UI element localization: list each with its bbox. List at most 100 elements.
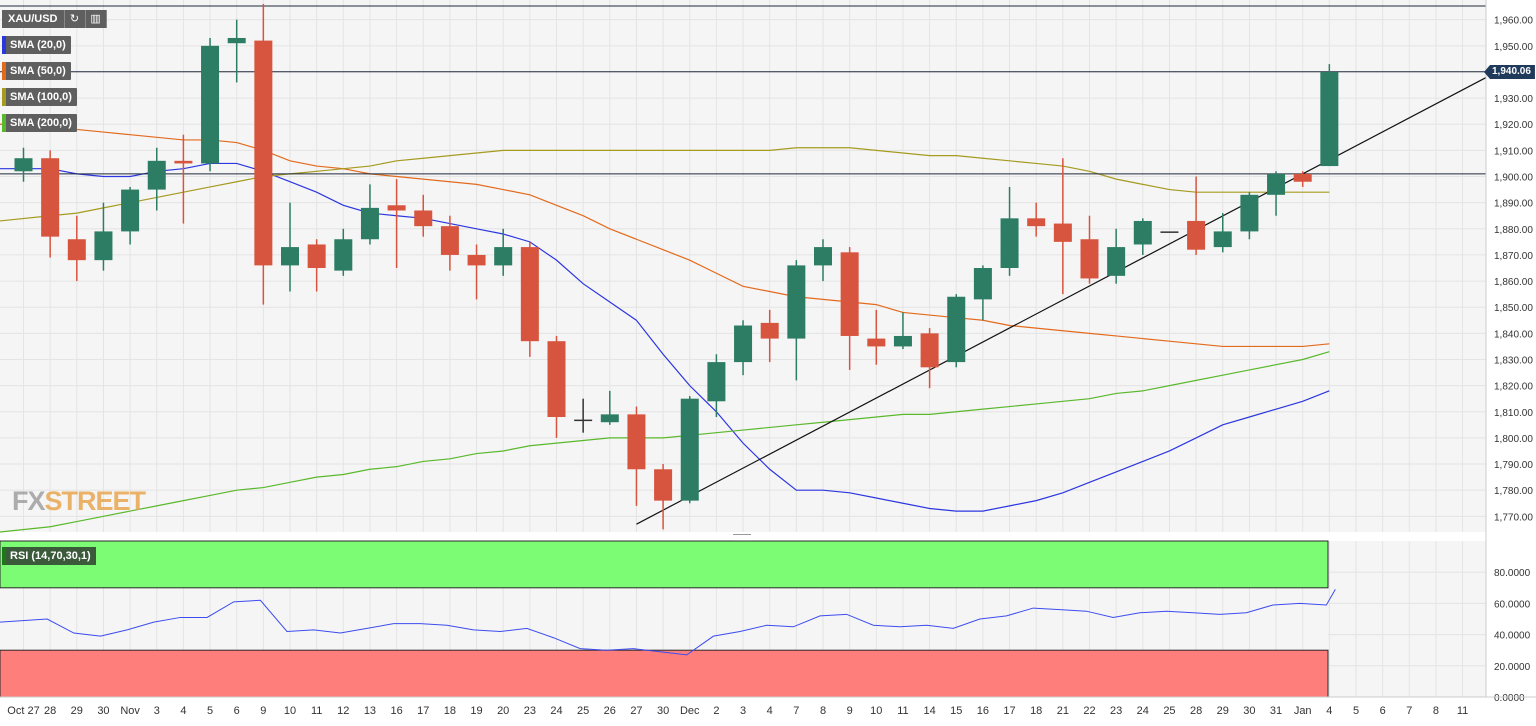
x-tick-label: 24	[550, 705, 562, 717]
legend-swatch	[2, 36, 6, 54]
legend-label: SMA (50,0)	[10, 65, 66, 77]
x-tick-label: 18	[1030, 705, 1042, 717]
logo-part-fx: FX	[12, 486, 46, 516]
candle-body	[1320, 71, 1339, 167]
x-tick-label: 10	[870, 705, 882, 717]
y-tick-label: 1,900.00	[1494, 173, 1533, 184]
x-tick-label: 17	[417, 705, 429, 717]
x-tick-label: 29	[71, 705, 83, 717]
y-tick-label: 1,840.00	[1494, 329, 1533, 340]
rsi-y-tick-label: 40.0000	[1494, 631, 1531, 642]
sma-line	[0, 351, 1330, 533]
x-tick-label: 10	[284, 705, 296, 717]
y-tick-label: 1,820.00	[1494, 382, 1533, 393]
rsi-overbought-band	[0, 540, 1329, 589]
candle-body	[174, 160, 193, 164]
y-tick-label: 1,890.00	[1494, 199, 1533, 210]
x-tick-label: 3	[154, 705, 160, 717]
y-tick-label: 1,910.00	[1494, 146, 1533, 157]
candle-body	[201, 45, 220, 164]
candle-body	[1267, 173, 1286, 195]
x-tick-label: 6	[234, 705, 240, 717]
rsi-oversold-band	[0, 649, 1329, 698]
x-tick-label: 8	[1433, 705, 1439, 717]
candle-body	[387, 205, 406, 211]
candle-body	[1293, 173, 1312, 182]
candle-body	[1080, 239, 1099, 279]
y-tick-label: 1,770.00	[1494, 512, 1533, 523]
pane-resize-handle[interactable]	[733, 534, 751, 541]
legend-label: SMA (20,0)	[10, 39, 66, 51]
x-tick-label: 2	[713, 705, 719, 717]
x-tick-label: 7	[793, 705, 799, 717]
y-tick-label: 1,870.00	[1494, 251, 1533, 262]
candle-body	[94, 231, 113, 261]
legend-label: SMA (100,0)	[10, 91, 72, 103]
candle-body	[947, 296, 966, 363]
sma-line	[0, 123, 1330, 348]
x-tick-label: 5	[1353, 705, 1359, 717]
x-tick-label: 8	[820, 705, 826, 717]
symbol-box: XAU/USD ↻ ▥	[2, 10, 107, 28]
x-tick-label: 25	[577, 705, 589, 717]
legend-swatch	[2, 62, 6, 80]
candle-body	[654, 469, 673, 501]
sma-line	[0, 147, 1330, 222]
x-tick-label: 9	[260, 705, 266, 717]
candle-body	[227, 37, 246, 44]
indicator-icon[interactable]: ▥	[86, 10, 107, 28]
y-tick-label: 1,920.00	[1494, 120, 1533, 131]
x-tick-label: 23	[524, 705, 536, 717]
candle-body	[1027, 218, 1046, 227]
candle-body	[14, 158, 33, 172]
x-tick-label: 23	[1110, 705, 1122, 717]
candle-body	[307, 244, 326, 268]
candle-body	[787, 265, 806, 339]
x-tick-label: 30	[97, 705, 109, 717]
legend-sma100[interactable]: SMA (100,0)	[2, 88, 77, 106]
y-tick-label: 1,780.00	[1494, 486, 1533, 497]
x-tick-label: 27	[630, 705, 642, 717]
legend-swatch	[2, 547, 6, 565]
x-tick-label: 15	[950, 705, 962, 717]
candle-body	[414, 210, 433, 227]
candle-body	[973, 268, 992, 300]
legend-swatch	[2, 88, 6, 106]
rsi-y-tick-label: 80.0000	[1494, 568, 1531, 579]
y-tick-label: 1,880.00	[1494, 225, 1533, 236]
refresh-icon[interactable]: ↻	[65, 10, 86, 28]
x-tick-label: 4	[1326, 705, 1332, 717]
trendline	[636, 77, 1487, 525]
y-tick-label: 1,790.00	[1494, 460, 1533, 471]
candle-body	[814, 247, 832, 266]
candle-body	[600, 414, 619, 423]
fxstreet-logo: FXSTREET	[12, 486, 146, 517]
candle-body	[627, 414, 646, 470]
candle-body	[1107, 247, 1126, 276]
candle-body	[334, 239, 353, 271]
y-tick-label: 1,960.00	[1494, 16, 1533, 27]
candle-body	[893, 335, 912, 347]
x-tick-label: Nov	[120, 705, 140, 717]
legend-sma20[interactable]: SMA (20,0)	[2, 36, 71, 54]
legend-sma50[interactable]: SMA (50,0)	[2, 62, 71, 80]
candle-body	[121, 189, 140, 232]
rsi-line	[0, 589, 1336, 656]
candle-body	[920, 333, 939, 368]
x-tick-label: 4	[180, 705, 186, 717]
x-tick-label: 19	[470, 705, 482, 717]
y-tick-label: 1,830.00	[1494, 355, 1533, 366]
rsi-legend[interactable]: RSI (14,70,30,1)	[2, 547, 96, 565]
symbol-label: XAU/USD	[2, 10, 65, 28]
x-tick-label: 4	[767, 705, 773, 717]
x-tick-label: 22	[1083, 705, 1095, 717]
x-tick-label: 16	[977, 705, 989, 717]
x-tick-label: 5	[207, 705, 213, 717]
candle-body	[1000, 218, 1019, 268]
y-tick-label: 1,810.00	[1494, 408, 1533, 419]
legend-swatch	[2, 114, 6, 132]
rsi-y-tick-label: 0.0000	[1494, 693, 1525, 704]
x-tick-label: 18	[444, 705, 456, 717]
legend-sma200[interactable]: SMA (200,0)	[2, 114, 77, 132]
candle-body	[1053, 223, 1072, 242]
